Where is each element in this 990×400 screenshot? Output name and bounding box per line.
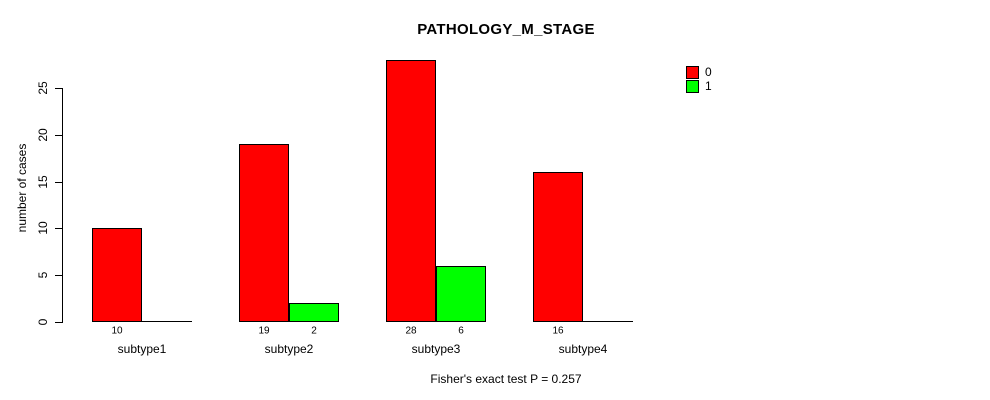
y-tick-label: 0 xyxy=(36,318,50,326)
y-tick-mark xyxy=(55,135,62,136)
y-tick-label: 15 xyxy=(36,175,50,189)
bar-value-label: 6 xyxy=(458,325,464,337)
x-category-label: subtype2 xyxy=(264,342,314,356)
y-tick-mark xyxy=(55,88,62,89)
y-tick-mark xyxy=(55,182,62,183)
legend-item-0: 0 xyxy=(686,65,712,79)
bar-value-label: 16 xyxy=(552,325,564,337)
y-tick-mark xyxy=(55,275,62,276)
y-axis-line xyxy=(62,88,63,323)
bar-value-label: 19 xyxy=(258,325,270,337)
y-tick-label: 20 xyxy=(36,128,50,142)
chart-title: PATHOLOGY_M_STAGE xyxy=(417,21,595,38)
legend-swatch-icon xyxy=(686,65,699,79)
y-tick-label: 25 xyxy=(36,81,50,95)
y-tick-mark xyxy=(55,322,62,323)
y-tick-mark xyxy=(55,228,62,229)
legend-label: 0 xyxy=(705,65,712,79)
legend-item-1: 1 xyxy=(686,79,712,93)
legend-swatch-icon xyxy=(686,79,699,93)
annotation-text: Fisher's exact test P = 0.257 xyxy=(430,372,582,386)
bar-value-label: 10 xyxy=(111,325,123,337)
bar-subtype4-series1-zero-line xyxy=(583,321,633,322)
bar-value-label: 28 xyxy=(405,325,417,337)
bar-subtype2-series0 xyxy=(239,144,289,322)
x-category-label: subtype3 xyxy=(411,342,461,356)
bar-value-label: 2 xyxy=(311,325,317,337)
bar-subtype2-series1 xyxy=(289,303,339,322)
bar-subtype3-series0 xyxy=(386,60,436,322)
y-tick-label: 10 xyxy=(36,221,50,235)
x-category-label: subtype1 xyxy=(117,342,167,356)
bar-subtype1-series1-zero-line xyxy=(142,321,192,322)
bar-subtype1-series0 xyxy=(92,228,142,322)
bar-subtype3-series1 xyxy=(436,266,486,322)
x-category-label: subtype4 xyxy=(558,342,608,356)
y-tick-label: 5 xyxy=(36,271,50,279)
bar-subtype4-series0 xyxy=(533,172,583,322)
legend-label: 1 xyxy=(705,79,712,93)
